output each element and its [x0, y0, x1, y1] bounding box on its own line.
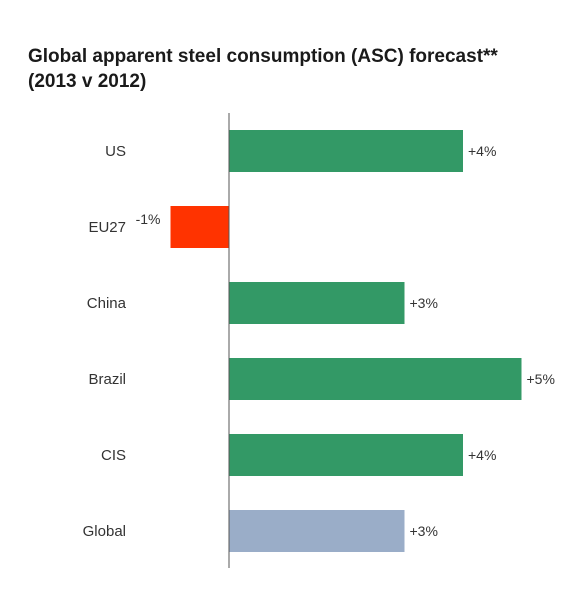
value-label-china: +3% — [410, 295, 438, 311]
category-label-brazil: Brazil — [88, 371, 126, 388]
chart-title-line-2: (2013 v 2012) — [28, 71, 147, 92]
bar-brazil — [229, 358, 522, 400]
bar-cis — [229, 434, 463, 476]
chart-title: Global apparent steel consumption (ASC) … — [28, 44, 568, 94]
bar-eu27 — [170, 206, 229, 248]
category-label-cis: CIS — [101, 447, 126, 464]
category-label-us: US — [105, 143, 126, 160]
bar-global — [229, 510, 405, 552]
category-label-global: Global — [83, 523, 126, 540]
category-label-china: China — [87, 295, 127, 312]
value-label-brazil: +5% — [527, 371, 555, 387]
value-label-cis: +4% — [468, 447, 496, 463]
category-label-eu27: EU27 — [88, 219, 126, 236]
chart-title-line-1: Global apparent steel consumption (ASC) … — [28, 46, 498, 67]
value-label-eu27: -1% — [136, 211, 161, 227]
bar-us — [229, 130, 463, 172]
bar-china — [229, 282, 405, 324]
value-label-us: +4% — [468, 143, 496, 159]
value-label-global: +3% — [410, 523, 438, 539]
